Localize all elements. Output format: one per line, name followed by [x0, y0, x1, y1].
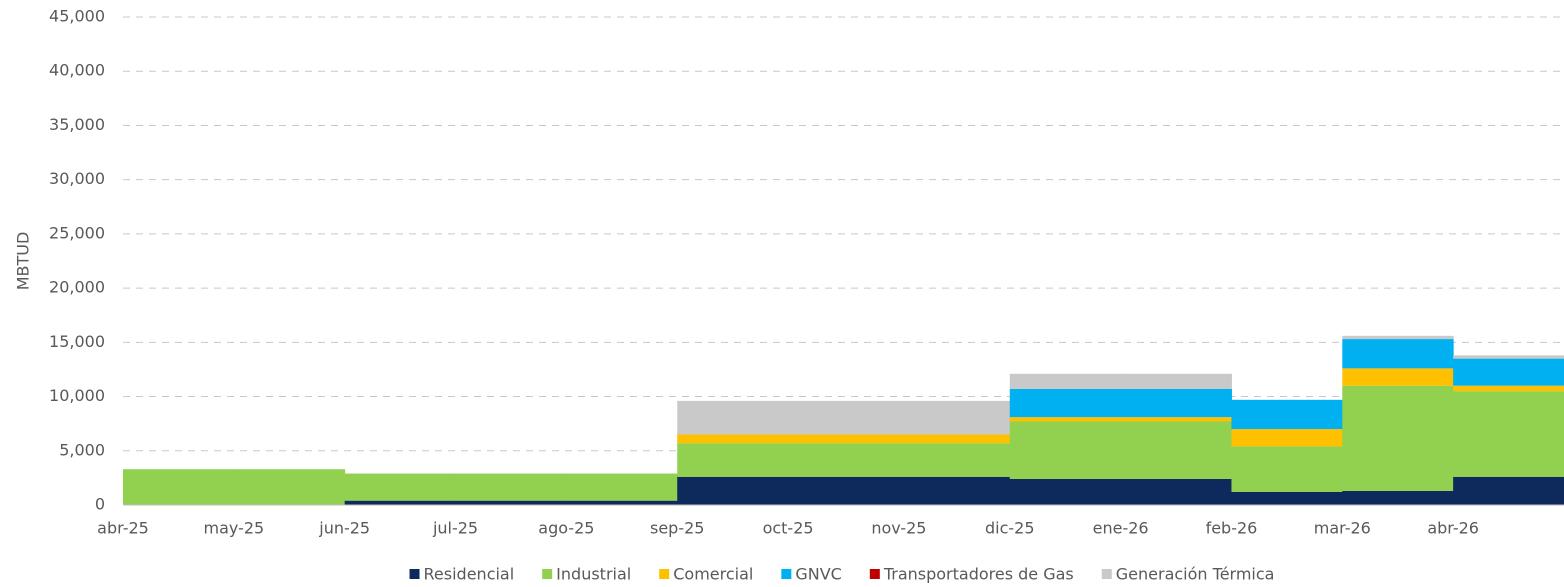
legend-label: Generación Térmica	[1116, 565, 1275, 584]
y-tick-label: 45,000	[49, 7, 105, 26]
area-segment	[788, 443, 900, 477]
area-segment	[1453, 358, 1564, 386]
area-segment	[1342, 385, 1454, 491]
legend-swatch	[409, 569, 420, 579]
area-segment	[1009, 478, 1122, 505]
area-segment	[1453, 391, 1564, 477]
area-segment	[1231, 446, 1343, 492]
area-segment	[1120, 478, 1232, 505]
legend-label: GNVC	[795, 565, 841, 584]
y-tick-label: 15,000	[49, 332, 105, 351]
area-segment	[898, 400, 1011, 435]
area-segment	[1342, 335, 1454, 340]
x-tick-label: abr-26	[1427, 519, 1479, 538]
area-segment	[898, 476, 1011, 505]
area-segment	[1453, 355, 1564, 359]
legend-label: Transportadores de Gas	[883, 565, 1074, 584]
area-segment	[344, 473, 457, 501]
area-segment	[1120, 388, 1232, 418]
legend-label: Residencial	[424, 565, 515, 584]
x-tick-label: feb-26	[1206, 519, 1258, 538]
area-segment	[1231, 491, 1343, 505]
x-tick-label: ago-25	[538, 519, 594, 538]
legend-swatch	[659, 569, 670, 579]
y-axis-label: MBTUD	[14, 232, 33, 291]
y-tick-label: 25,000	[49, 223, 105, 242]
x-tick-label: dic-25	[985, 519, 1035, 538]
legend-label: Comercial	[673, 565, 753, 584]
area-segment	[677, 400, 789, 435]
y-tick-label: 35,000	[49, 115, 105, 134]
x-tick-label: jun-25	[318, 519, 370, 538]
y-tick-label: 20,000	[49, 278, 105, 297]
area-segment	[1009, 421, 1122, 479]
area-segment	[566, 500, 678, 505]
area-segment	[455, 500, 567, 505]
area-segment	[1453, 385, 1564, 392]
area-segment	[788, 434, 900, 444]
x-tick-label: sep-25	[650, 519, 704, 538]
x-tick-label: nov-25	[871, 519, 926, 538]
area-segment	[898, 443, 1011, 477]
legend-swatch	[781, 569, 792, 579]
area-segment	[1120, 421, 1232, 479]
legend-label: Industrial	[556, 565, 631, 584]
area-segment	[455, 473, 567, 501]
legend-swatch	[869, 569, 880, 579]
area-segment	[566, 473, 678, 501]
x-tick-label: oct-25	[763, 519, 814, 538]
legend-swatch	[1101, 569, 1112, 579]
y-tick-label: 10,000	[49, 386, 105, 405]
area-segment	[677, 443, 789, 477]
y-tick-label: 0	[95, 495, 105, 514]
x-tick-label: abr-25	[97, 519, 149, 538]
area-segment	[1120, 373, 1232, 389]
area-segment	[1231, 429, 1343, 447]
area-segment	[1231, 399, 1343, 430]
area-segment	[1342, 368, 1454, 386]
area-segment	[233, 469, 346, 505]
area-segment	[677, 434, 789, 444]
area-segment	[1342, 490, 1454, 505]
x-tick-label: jul-25	[432, 519, 478, 538]
area-segment	[1453, 476, 1564, 505]
x-tick-label: may-25	[203, 519, 264, 538]
area-segment	[788, 400, 900, 435]
area-segment	[898, 434, 1011, 444]
area-segment	[1009, 373, 1122, 389]
area-segment	[1342, 339, 1454, 369]
area-segment	[123, 469, 235, 505]
legend: Residencial Industrial Comercial GNVC Transp…	[409, 565, 1275, 584]
x-tick-label: ene-26	[1093, 519, 1149, 538]
y-tick-label: 30,000	[49, 169, 105, 188]
legend-swatch	[542, 569, 553, 579]
y-tick-label: 40,000	[49, 61, 105, 80]
area-segment	[788, 476, 900, 505]
x-tick-label: mar-26	[1314, 519, 1371, 538]
area-segment	[1009, 417, 1122, 422]
area-segment	[344, 500, 457, 505]
area-segment	[1009, 388, 1122, 418]
area-segment	[677, 476, 789, 505]
y-tick-label: 5,000	[59, 440, 105, 459]
area-segment	[1120, 417, 1232, 422]
